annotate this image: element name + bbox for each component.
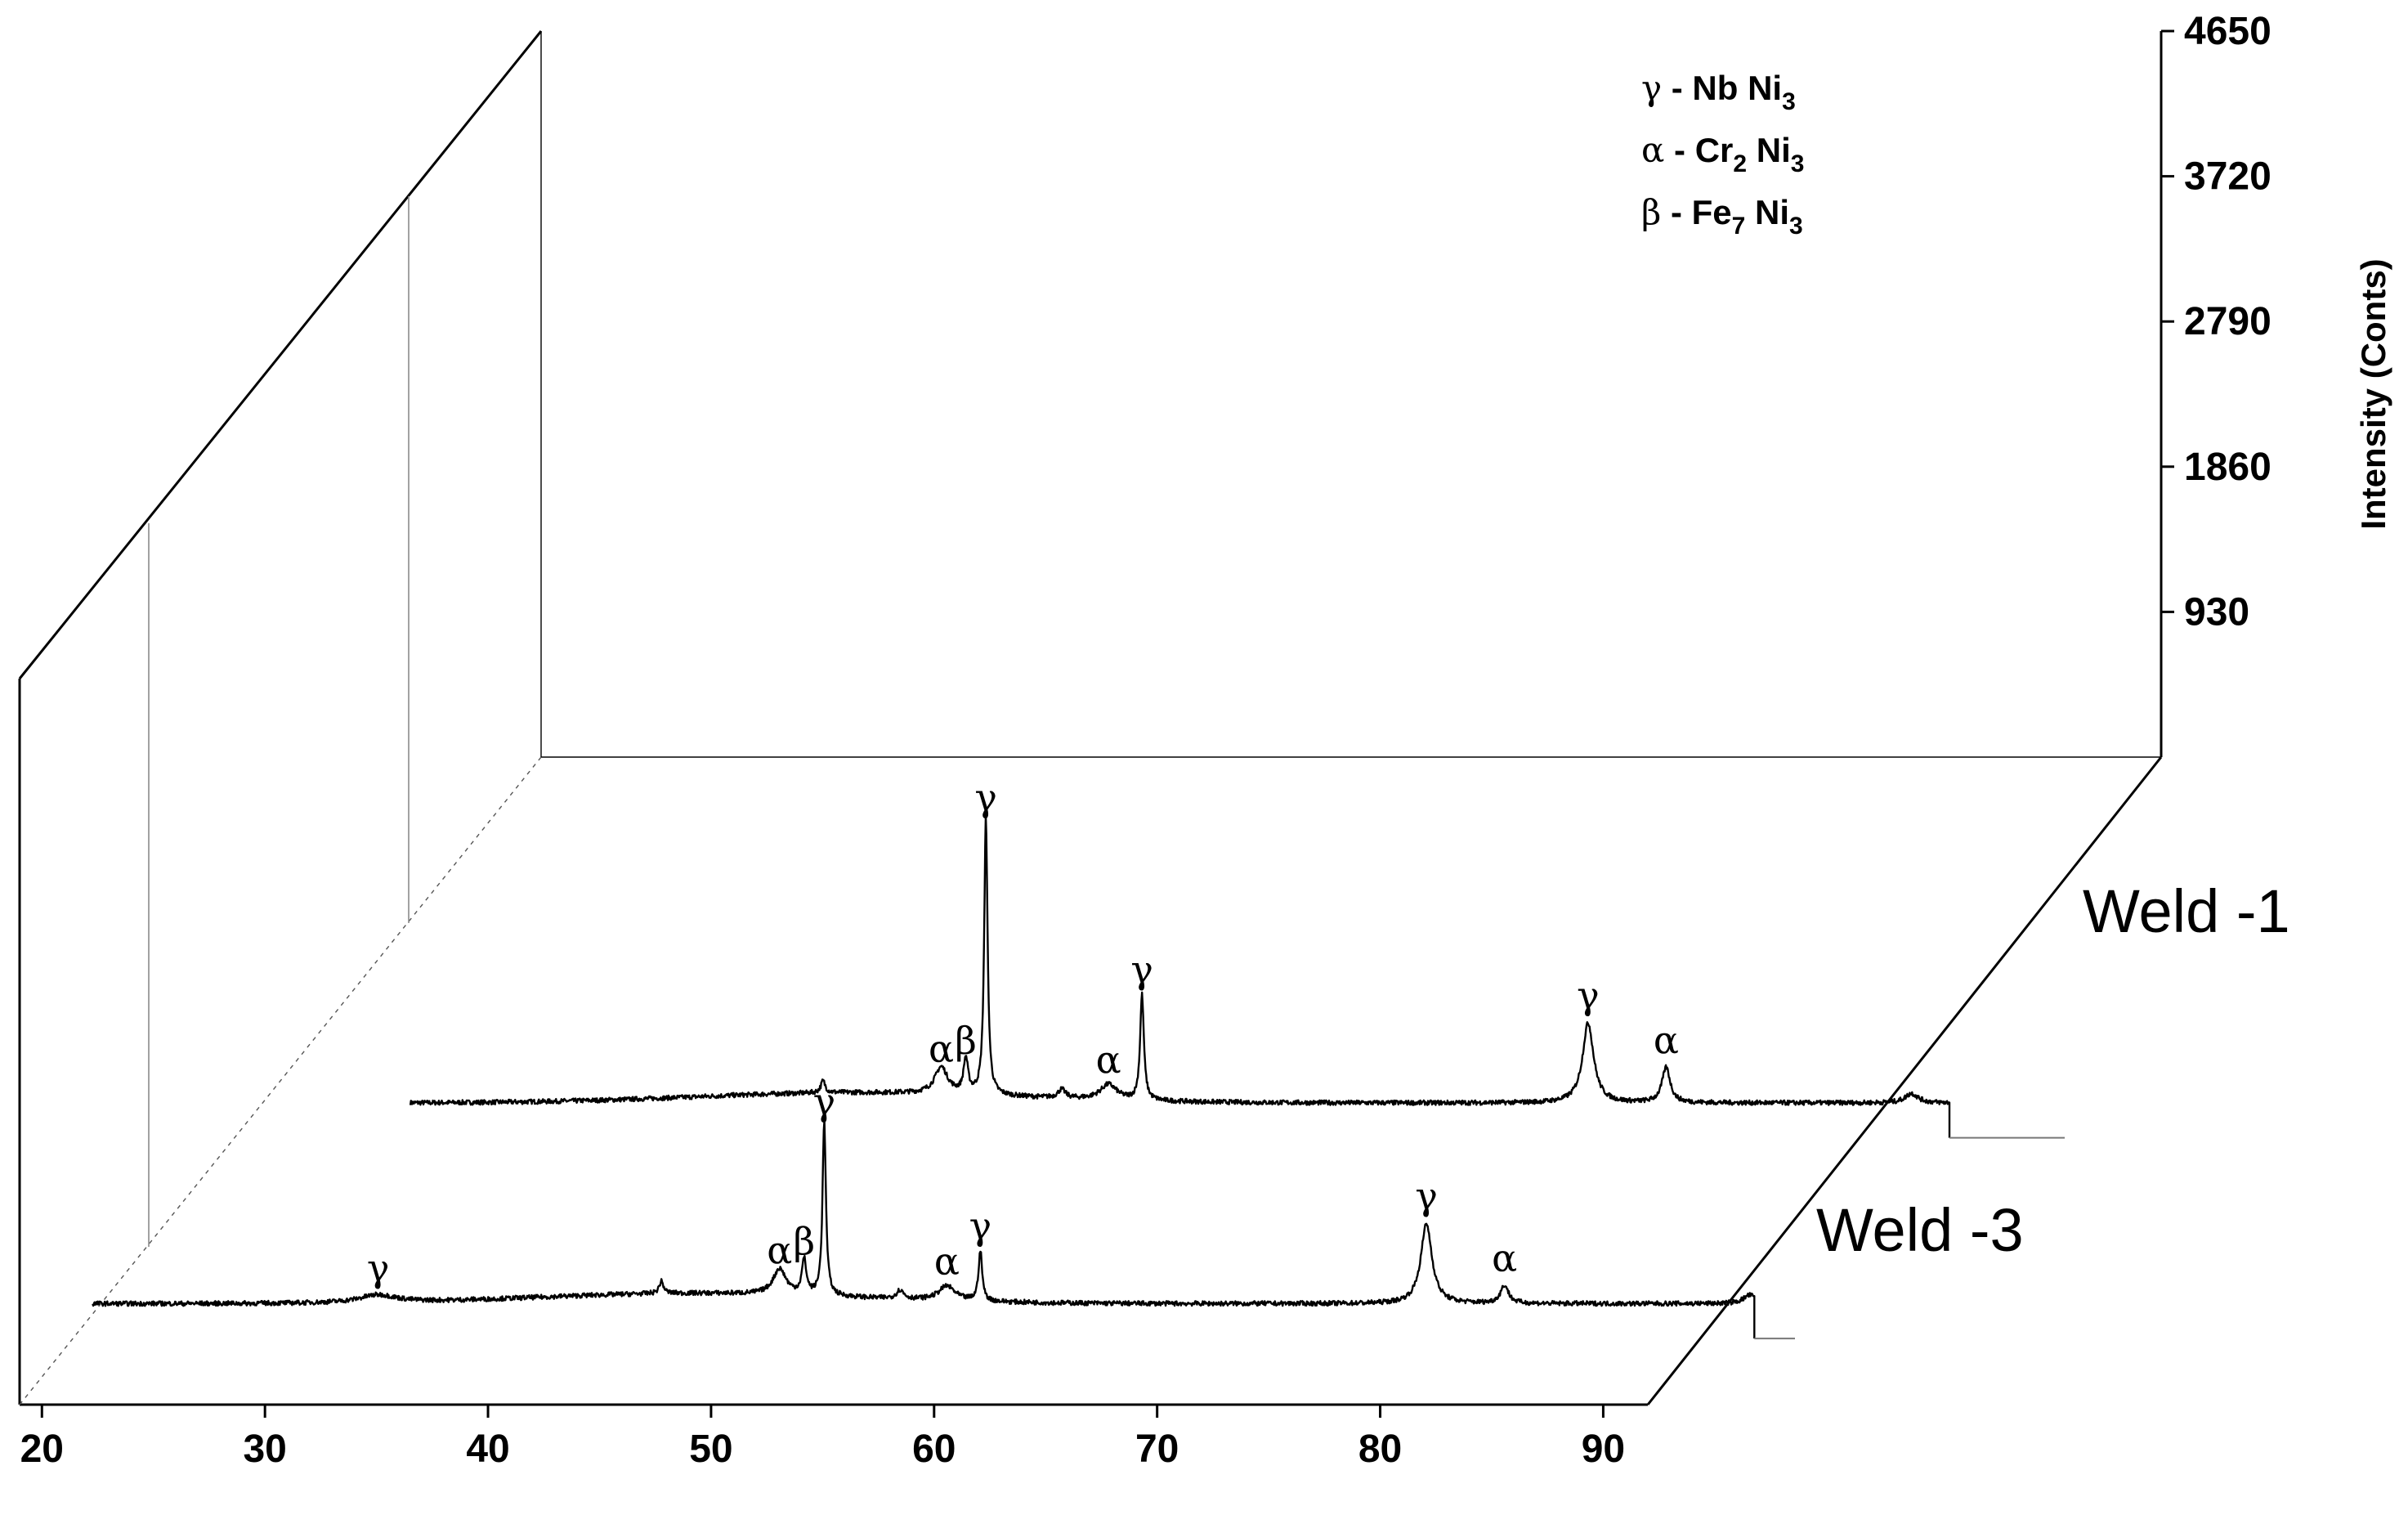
- series-name-label: Weld -1: [2083, 877, 2290, 945]
- y-tick-label: 2790: [2184, 300, 2271, 343]
- y-tick-label: 4650: [2184, 10, 2271, 53]
- top-left-diagonal: [18, 30, 543, 679]
- peak-label: α: [767, 1228, 792, 1272]
- peak-label: α: [1492, 1235, 1517, 1280]
- legend-text: Ni: [1747, 131, 1791, 169]
- floor-depth-line: [19, 756, 542, 1405]
- peak-label: β: [955, 1019, 977, 1063]
- peak-label: α: [1654, 1018, 1679, 1062]
- legend-text: Ni: [1745, 193, 1789, 231]
- legend-symbol: β: [1641, 192, 1661, 232]
- x-tick-label: 20: [20, 1428, 64, 1471]
- x-tick-label: 60: [912, 1428, 956, 1471]
- legend-subscript: 3: [1791, 150, 1805, 177]
- y-axis-ticks: 930 1860 2790 3720 4650: [2161, 10, 2271, 634]
- series-trace: [409, 814, 1951, 1138]
- legend-text: - Fe: [1661, 193, 1731, 231]
- x-tick-label: 80: [1358, 1428, 1402, 1471]
- legend-entry: β - Fe7 Ni3: [1641, 192, 1803, 240]
- x-tick-label: 50: [689, 1428, 732, 1471]
- peak-label: γ: [974, 776, 997, 820]
- series-name-label: Weld -3: [1816, 1196, 2024, 1264]
- peak-label: α: [929, 1026, 954, 1070]
- peak-label: γ: [969, 1204, 992, 1248]
- peak-label: γ: [813, 1079, 836, 1123]
- legend-text: - Nb Ni: [1662, 69, 1782, 107]
- legend-subscript: 3: [1789, 213, 1803, 240]
- legend-entry: α - Cr2 Ni3: [1641, 130, 1804, 177]
- chart-frame: [18, 30, 2163, 1406]
- y-tick-label: 1860: [2184, 446, 2271, 489]
- peak-label: γ: [1130, 948, 1153, 992]
- legend-symbol: α: [1641, 130, 1664, 170]
- peak-label: γ: [367, 1246, 390, 1290]
- x-tick-label: 40: [466, 1428, 509, 1471]
- legend-entry: γ - Nb Ni3: [1641, 68, 1796, 115]
- x-tick-label: 30: [243, 1428, 286, 1471]
- peak-label: γ: [1415, 1174, 1438, 1218]
- x-tick-label: 70: [1135, 1428, 1179, 1471]
- y-tick-label: 930: [2184, 590, 2249, 634]
- x-axis-ticks: 20 30 40 50 60 70 80 90: [20, 1405, 1625, 1471]
- peak-label: α: [1096, 1038, 1121, 1082]
- legend-subscript: 3: [1782, 88, 1796, 115]
- series-trace: [92, 1118, 1756, 1339]
- legend-text: - Cr: [1664, 131, 1733, 169]
- y-axis-label: Intensity (Conts): [2354, 258, 2392, 529]
- legend-subscript: 2: [1733, 150, 1747, 177]
- peak-label: α: [934, 1239, 960, 1284]
- y-tick-label: 3720: [2184, 155, 2271, 199]
- legend-symbol: γ: [1641, 68, 1662, 108]
- bottom-right-diagonal: [1646, 756, 2163, 1405]
- legend-subscript: 7: [1732, 213, 1746, 240]
- x-tick-label: 90: [1582, 1428, 1625, 1471]
- peak-label: β: [793, 1220, 815, 1264]
- peak-label: γ: [1577, 973, 1600, 1017]
